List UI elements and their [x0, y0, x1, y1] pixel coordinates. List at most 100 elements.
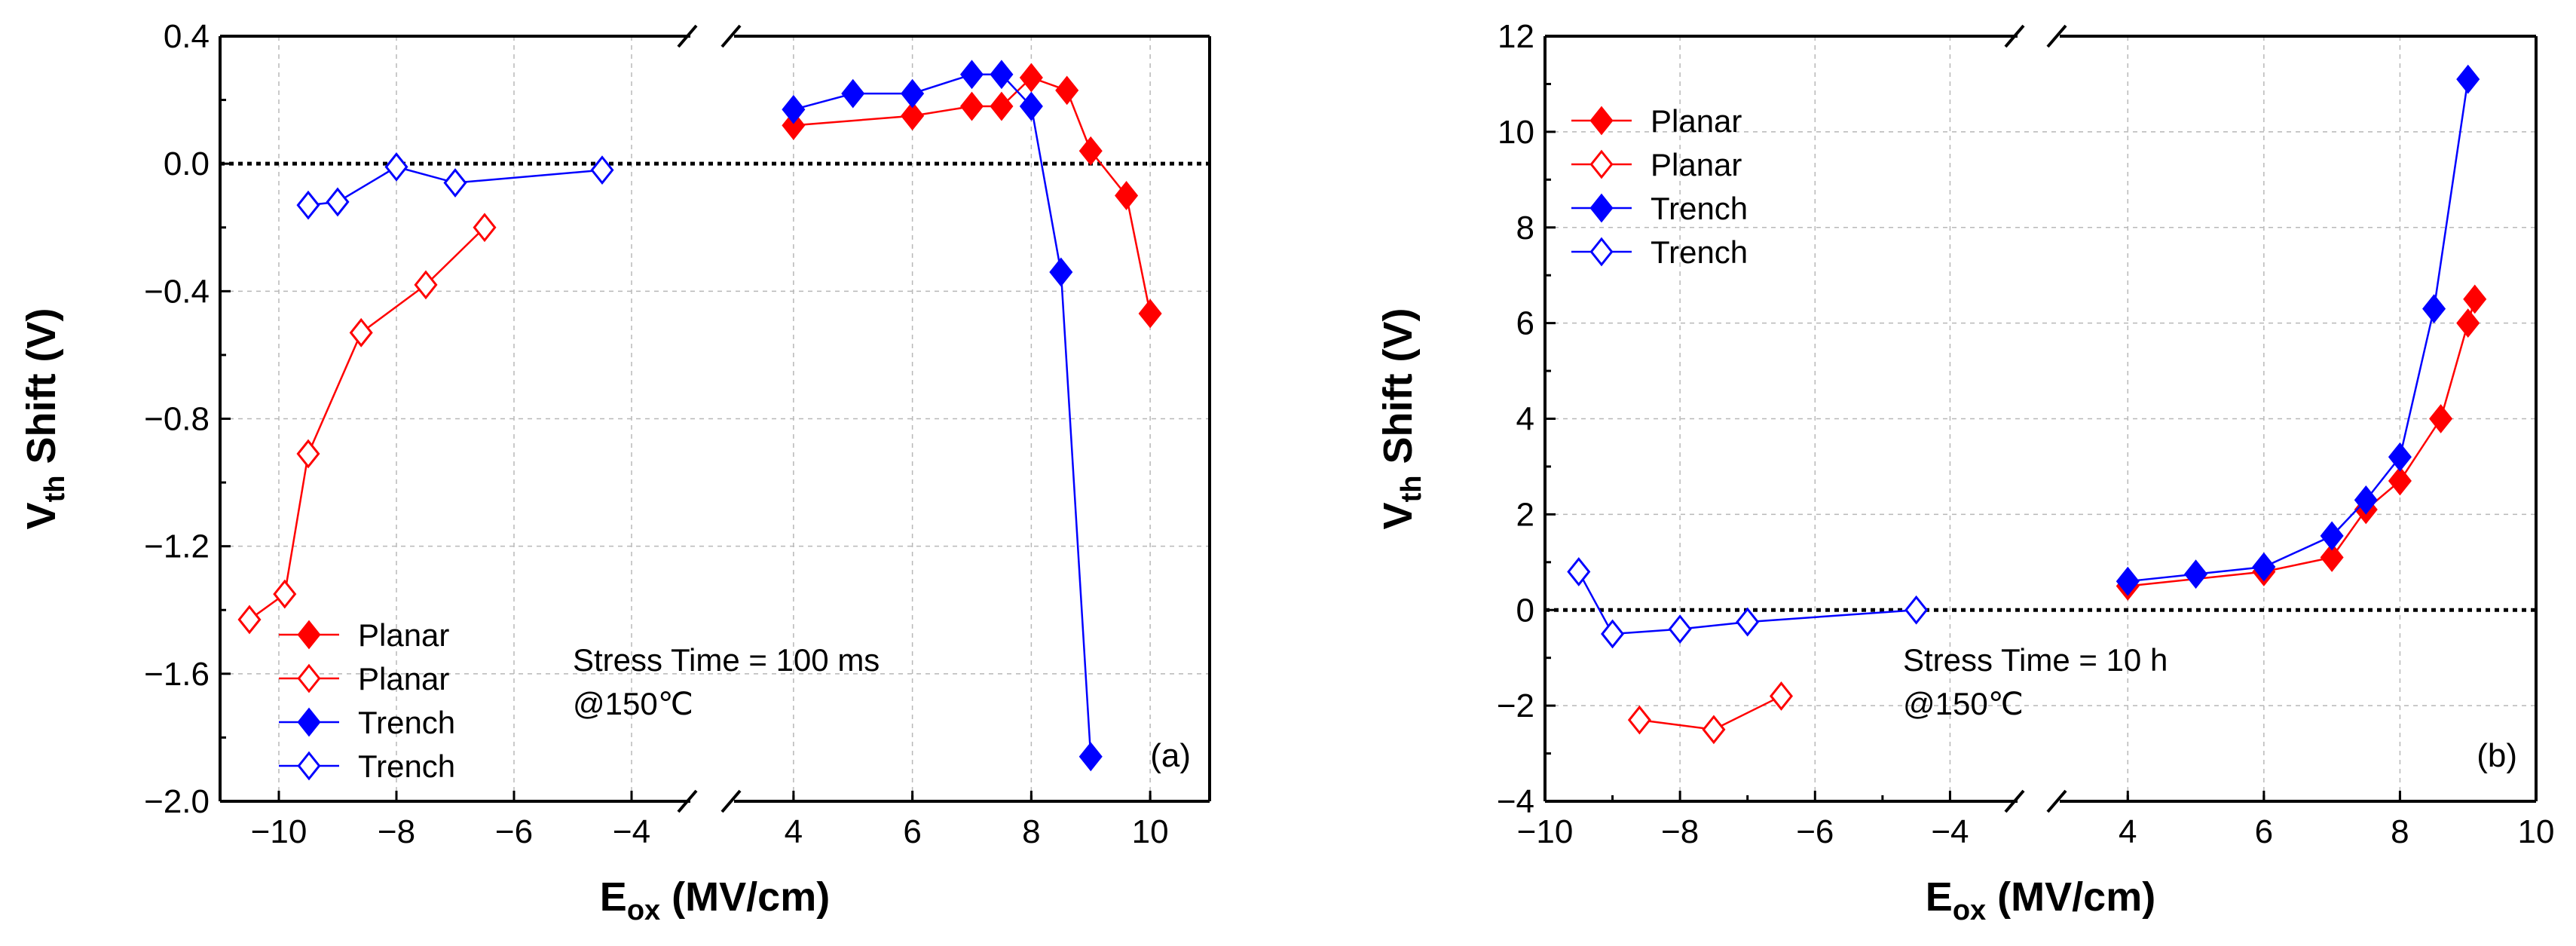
stress-annotation: @150℃	[573, 686, 693, 721]
series-trench-open	[296, 152, 614, 220]
data-point	[990, 60, 1014, 90]
series-line	[2128, 298, 2476, 587]
legend-label: Planar	[1651, 103, 1742, 139]
legend-marker	[1589, 106, 1614, 136]
legend-marker	[1589, 237, 1614, 267]
data-point	[2252, 552, 2276, 582]
data-point	[1055, 75, 1079, 106]
axis-break-mark	[2046, 789, 2067, 813]
x-tick-label: −6	[495, 813, 533, 850]
data-point	[2320, 521, 2344, 551]
data-point	[1138, 298, 1162, 329]
series-trench-open	[1567, 557, 1929, 649]
axis-break-mark	[720, 24, 742, 48]
y-tick-label: −1.2	[144, 528, 210, 565]
x-tick-label: 10	[1132, 813, 1169, 850]
data-point	[841, 78, 865, 109]
y-tick-label: 8	[1516, 210, 1534, 246]
x-tick-label: −8	[1661, 813, 1699, 850]
data-point	[1736, 607, 1760, 637]
data-point	[959, 60, 984, 90]
panel-a: −2.0 −1.6 −1.2 −0.8 −0.4 0.0 0.4 −10 −8 −6 −4 4 6 8 10…	[19, 18, 1211, 926]
data-point	[2388, 442, 2412, 472]
legend-marker	[297, 707, 321, 737]
y-tick-label: −4	[1497, 783, 1534, 820]
axes	[1543, 24, 2538, 813]
series-line	[249, 226, 485, 620]
x-ticks: −10 −8 −6 −4 4 6 8 10	[251, 791, 1169, 850]
x-ticks: −10 −8 −6 −4 4 6 8 10	[1517, 791, 2555, 850]
legend-marker	[297, 751, 321, 781]
data-point	[1019, 91, 1043, 121]
y-tick-label: 6	[1516, 305, 1534, 342]
data-point	[1019, 63, 1043, 93]
x-tick-label: −10	[1517, 813, 1574, 850]
series-planar-open	[1627, 681, 1794, 745]
y-tick-label: 12	[1498, 18, 1534, 55]
data-point	[1601, 619, 1625, 649]
y-tick-label: −0.8	[144, 401, 210, 438]
data-point	[273, 579, 297, 609]
stress-annotation: Stress Time = 100 ms	[573, 642, 880, 678]
y-tick-label: 4	[1516, 401, 1534, 438]
x-tick-label: −8	[378, 813, 415, 850]
data-point	[1769, 681, 1794, 711]
legend-marker	[297, 663, 321, 693]
data-point	[782, 94, 806, 124]
data-point	[590, 155, 614, 185]
y-axis-title: Vth Shift (V)	[1375, 308, 1427, 530]
y-tick-label: 0.4	[164, 18, 210, 55]
data-point	[959, 91, 984, 121]
data-point	[2463, 284, 2487, 314]
legend: Planar Planar Trench Trench	[1571, 103, 1748, 270]
legend: Planar Planar Trench Trench	[279, 617, 455, 784]
legend-label: Trench	[358, 749, 455, 784]
data-point	[1567, 557, 1591, 586]
axis-break-mark	[677, 24, 698, 48]
data-point	[2422, 294, 2446, 323]
legend-label: Trench	[1651, 234, 1748, 270]
data-point	[296, 190, 320, 220]
x-tick-label: 8	[2391, 813, 2409, 850]
data-point	[1115, 181, 1139, 210]
series-trench-filled	[782, 60, 1103, 772]
y-tick-label: −2.0	[144, 783, 210, 820]
data-point	[1049, 257, 1073, 287]
x-tick-label: −4	[613, 813, 650, 850]
x-tick-label: 10	[2518, 813, 2555, 850]
data-point	[473, 213, 497, 243]
legend-marker	[297, 620, 321, 650]
data-point	[901, 78, 925, 109]
axis-break-mark	[2004, 24, 2025, 48]
x-axis-title: Eox (MV/cm)	[600, 874, 830, 926]
y-tick-label: −2	[1497, 687, 1534, 724]
grid	[1545, 36, 2536, 801]
y-ticks: −2.0 −1.6 −1.2 −0.8 −0.4 0.0 0.4	[144, 18, 231, 820]
data-point	[2184, 559, 2208, 589]
data-point	[1078, 742, 1103, 772]
series-planar-open	[237, 213, 497, 635]
x-tick-label: 8	[1022, 813, 1040, 850]
data-point	[1627, 705, 1651, 735]
axis-break-mark	[677, 789, 698, 813]
y-tick-label: 2	[1516, 496, 1534, 533]
y-tick-label: −1.6	[144, 656, 210, 693]
data-point	[2456, 308, 2480, 338]
data-point	[237, 605, 262, 635]
data-point	[414, 270, 438, 300]
data-point	[2320, 543, 2344, 572]
legend-label: Trench	[358, 705, 455, 740]
x-tick-label: 4	[785, 813, 803, 850]
data-point	[1078, 136, 1103, 166]
axis-break-mark	[2046, 24, 2067, 48]
legend-label: Planar	[358, 661, 449, 696]
data-point	[990, 91, 1014, 121]
stress-annotation: Stress Time = 10 h	[1903, 642, 2168, 678]
data-point	[782, 111, 806, 140]
y-tick-label: 0.0	[164, 145, 210, 182]
series-trench-filled	[2116, 64, 2480, 596]
x-tick-label: −10	[251, 813, 307, 850]
panel-label: (a)	[1150, 737, 1191, 774]
data-point	[2456, 64, 2480, 94]
